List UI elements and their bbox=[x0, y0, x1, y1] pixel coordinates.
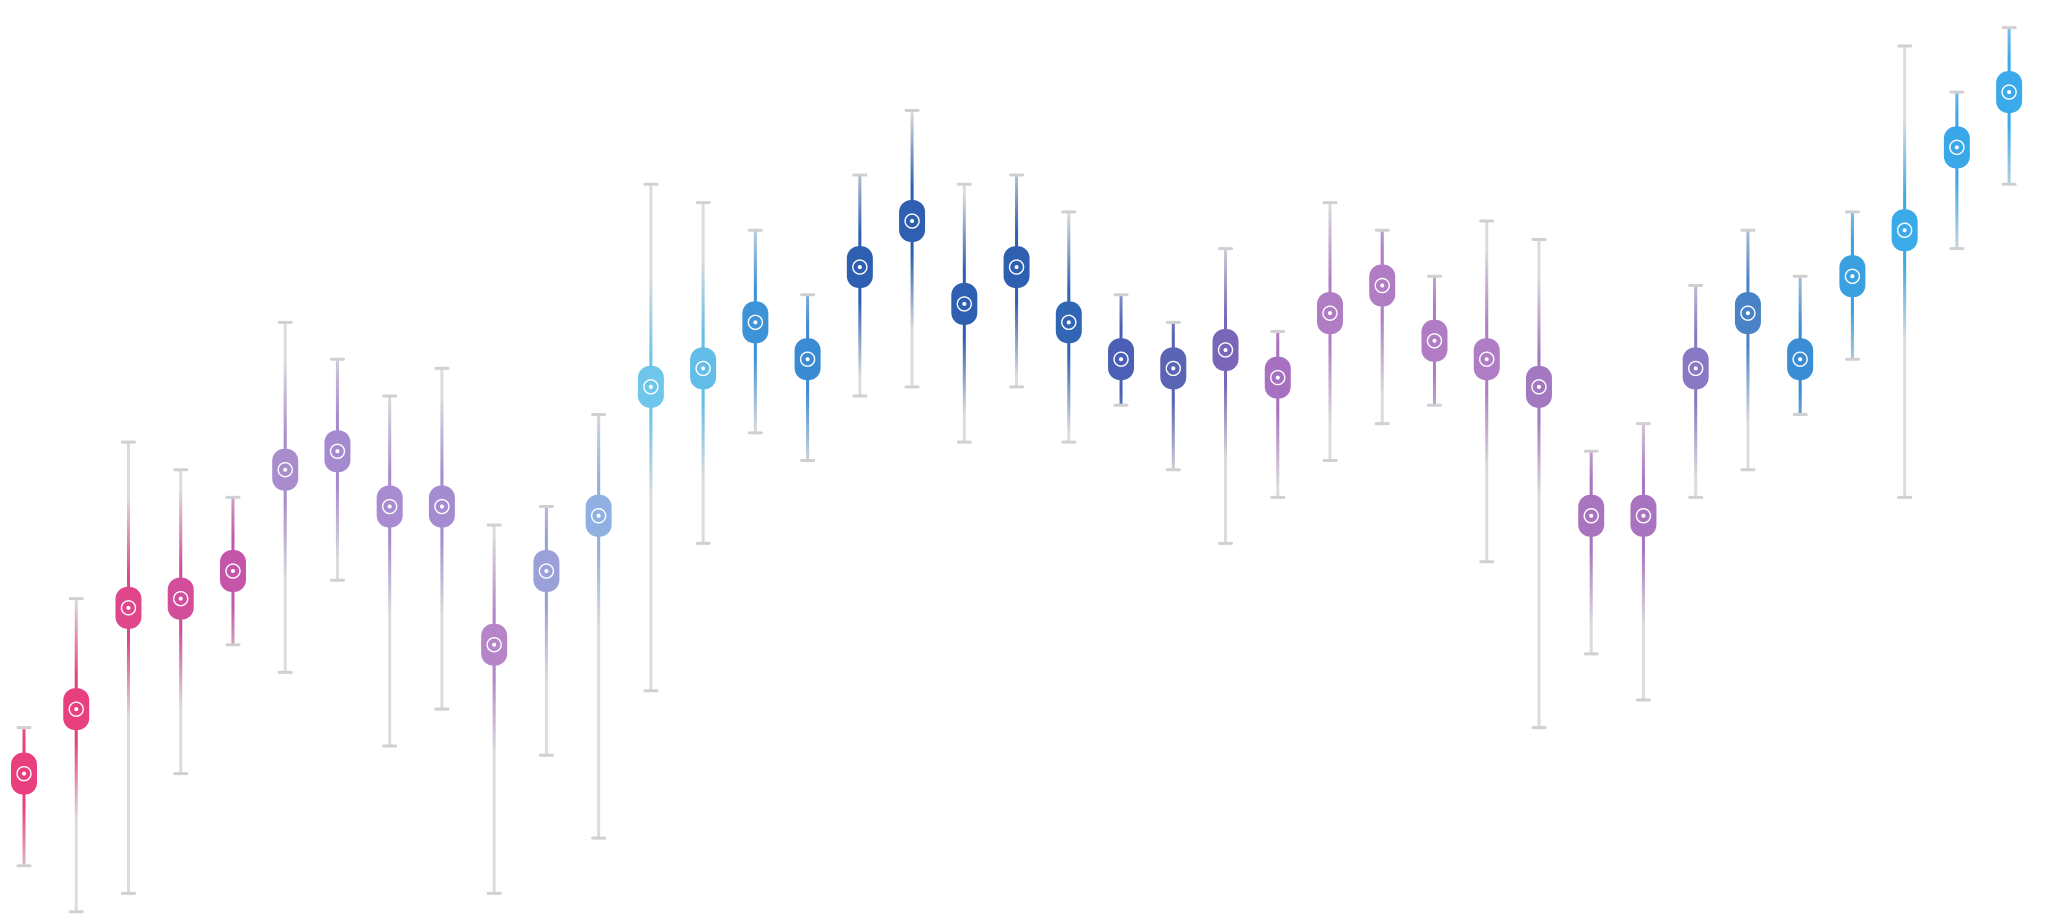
knob-icon bbox=[1008, 259, 1025, 275]
knob-icon-dot bbox=[1536, 384, 1541, 389]
knob-icon bbox=[1949, 139, 1965, 156]
knob-icon-dot bbox=[857, 265, 862, 270]
knob-icon-dot bbox=[1745, 311, 1750, 316]
knob-icon bbox=[225, 563, 241, 579]
knob-icon-dot bbox=[962, 301, 967, 306]
knob-icon-dot bbox=[1119, 357, 1124, 362]
knob-icon bbox=[1374, 277, 1390, 294]
knob-icon-dot bbox=[1432, 338, 1437, 343]
knob-icon-dot bbox=[1902, 228, 1907, 233]
knob-icon bbox=[1531, 379, 1547, 395]
knob-icon-dot bbox=[1641, 513, 1646, 518]
knob-icon bbox=[695, 360, 711, 377]
knob-icon-dot bbox=[439, 504, 444, 509]
knob-icon-dot bbox=[2007, 90, 2012, 95]
knob-icon bbox=[643, 379, 659, 395]
knob-icon-dot bbox=[283, 467, 288, 472]
knob-icon-dot bbox=[1589, 513, 1594, 518]
knob-icon bbox=[1165, 360, 1181, 377]
knob-icon bbox=[956, 296, 973, 312]
knob-icon-dot bbox=[387, 504, 392, 509]
knob-icon bbox=[1270, 369, 1286, 386]
knob-icon-dot bbox=[1484, 357, 1489, 362]
knob-icon bbox=[329, 443, 346, 459]
knob-icon-dot bbox=[805, 357, 810, 362]
knob-icon-dot bbox=[1850, 274, 1855, 279]
knob-icon-dot bbox=[1014, 265, 1019, 270]
knob-icon bbox=[1583, 508, 1599, 524]
knob-icon bbox=[486, 637, 502, 653]
knob-icon-dot bbox=[1066, 320, 1071, 325]
knob-icon bbox=[173, 590, 189, 607]
knob-icon bbox=[1792, 351, 1808, 367]
knob-icon bbox=[1844, 268, 1861, 284]
knob-icon-dot bbox=[1693, 366, 1698, 371]
knob-icon bbox=[852, 259, 868, 275]
knob-icon-dot bbox=[335, 449, 340, 454]
knob-icon-dot bbox=[701, 366, 706, 371]
knob-icon bbox=[1217, 342, 1234, 358]
knob-icon bbox=[1061, 314, 1077, 331]
knob-icon-dot bbox=[1171, 366, 1176, 371]
knob-icon-dot bbox=[492, 642, 497, 647]
knob-icon bbox=[1896, 222, 1913, 238]
knob-icon-dot bbox=[1798, 357, 1803, 362]
knob-icon-dot bbox=[596, 513, 601, 518]
knob-icon-dot bbox=[22, 771, 26, 776]
knob-icon bbox=[16, 765, 32, 782]
knob-icon bbox=[1635, 508, 1652, 524]
knob-icon-dot bbox=[74, 707, 79, 712]
knob-icon bbox=[120, 600, 137, 616]
knob-icon bbox=[538, 563, 555, 579]
knob-icon bbox=[1322, 305, 1338, 321]
knob-icon-dot bbox=[1223, 347, 1228, 352]
knob-icon bbox=[1740, 305, 1756, 321]
knob-icon-dot bbox=[648, 384, 653, 389]
knob-icon bbox=[1687, 360, 1704, 377]
knob-icon-dot bbox=[1380, 283, 1385, 288]
knob-icon-dot bbox=[1328, 311, 1332, 316]
knob-icon bbox=[1113, 351, 1129, 367]
knob-icon bbox=[381, 498, 398, 515]
knob-icon-dot bbox=[1954, 145, 1959, 150]
knob-icon bbox=[1426, 333, 1443, 349]
knob-icon-dot bbox=[126, 605, 131, 610]
knob-icon-dot bbox=[1275, 375, 1280, 380]
knob-icon bbox=[904, 213, 920, 229]
knob-icon-dot bbox=[753, 320, 758, 325]
knob-icon bbox=[68, 701, 84, 717]
knob-icon bbox=[2001, 84, 2017, 100]
knob-icon bbox=[799, 351, 816, 367]
knob-icon bbox=[747, 314, 764, 331]
knob-icon-dot bbox=[910, 219, 915, 224]
knob-icon bbox=[434, 498, 450, 515]
knob-icon bbox=[590, 508, 607, 524]
knob-icon bbox=[1479, 351, 1495, 367]
knob-icon-dot bbox=[230, 569, 235, 574]
knob-icon-dot bbox=[544, 569, 549, 574]
knob-icon-dot bbox=[178, 596, 183, 601]
knob-icon bbox=[277, 462, 293, 478]
